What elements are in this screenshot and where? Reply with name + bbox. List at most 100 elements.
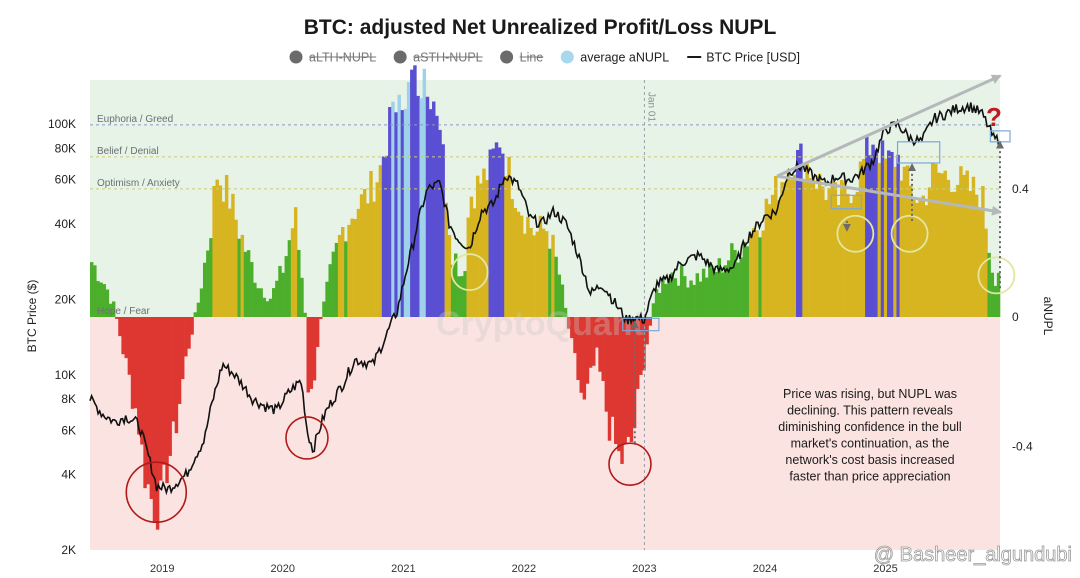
anupl-bar — [450, 264, 455, 317]
anupl-bar — [221, 201, 226, 317]
anupl-bar — [623, 317, 627, 445]
anupl-bar — [761, 230, 765, 317]
anupl-bar — [629, 317, 634, 442]
anupl-bar — [466, 217, 470, 317]
anupl-bar — [657, 292, 662, 317]
anupl-bar — [792, 174, 797, 317]
anupl-bar — [764, 198, 769, 317]
legend-item[interactable]: average aNUPL — [560, 50, 669, 65]
zone-label: Optimism / Anxiety — [97, 178, 180, 189]
anupl-bar — [758, 237, 762, 317]
anupl-bar — [366, 203, 370, 317]
anupl-bar — [607, 317, 612, 441]
anupl-bar — [877, 162, 882, 317]
anupl-bar — [651, 303, 656, 317]
anupl-bar — [218, 185, 223, 317]
anupl-bar — [978, 209, 982, 317]
anupl-bar — [748, 236, 753, 317]
anupl-bar — [416, 95, 420, 318]
anupl-bar — [488, 149, 492, 317]
jan01-label: Jan 01 — [645, 92, 656, 122]
anupl-bar — [501, 153, 505, 317]
anupl-bar — [350, 218, 354, 317]
anupl-bar — [802, 178, 806, 317]
anupl-bar — [93, 265, 97, 317]
anupl-bar — [111, 301, 116, 317]
anupl-bar — [432, 101, 436, 317]
anupl-bar — [868, 155, 872, 317]
anupl-bar — [777, 200, 781, 317]
anupl-bar — [927, 187, 932, 317]
legend-label: BTC Price [USD] — [706, 51, 800, 65]
anupl-bar — [149, 317, 154, 499]
anupl-bar — [692, 284, 696, 317]
anupl-bar — [253, 282, 257, 317]
anupl-bar — [196, 302, 201, 317]
anupl-bar — [858, 161, 863, 317]
anupl-bar — [140, 317, 144, 445]
anupl-bar — [579, 317, 583, 393]
anupl-bar — [228, 208, 232, 317]
anupl-bar — [444, 202, 449, 317]
yellow-highlight-circle — [890, 214, 929, 253]
anupl-bar — [846, 193, 850, 317]
anupl-bar — [679, 265, 684, 317]
y-right-tick: -0.4 — [1012, 439, 1033, 453]
anupl-bar — [363, 189, 367, 317]
anupl-bar — [667, 279, 671, 317]
anupl-bar — [209, 238, 213, 317]
anupl-bar — [181, 317, 185, 380]
anupl-bar — [739, 257, 743, 317]
anupl-bar — [799, 143, 803, 317]
anupl-bar — [259, 288, 263, 317]
x-tick: 2019 — [150, 563, 174, 575]
anupl-bar — [90, 262, 94, 317]
yellow-highlight-circle — [450, 253, 489, 292]
anupl-bar — [786, 169, 791, 317]
anupl-bar — [202, 262, 207, 317]
anupl-bar — [733, 250, 737, 317]
anupl-bar — [752, 228, 756, 317]
anupl-bar — [378, 165, 383, 317]
anupl-bar — [319, 317, 323, 320]
y-left-tick: 6K — [61, 423, 76, 437]
annotation-overlays: ? — [125, 74, 1016, 524]
anupl-bar — [491, 148, 496, 317]
price-highlight-box — [622, 317, 660, 332]
anupl-bar — [99, 282, 103, 317]
x-tick: 2023 — [632, 563, 656, 575]
anupl-bar — [924, 205, 929, 317]
legend-item[interactable]: aSTH-NUPL — [393, 50, 483, 65]
anupl-bar — [447, 235, 452, 317]
anupl-bar — [974, 194, 979, 317]
anupl-bar — [187, 317, 191, 349]
zone-label: Euphoria / Greed — [97, 114, 173, 125]
legend-item[interactable]: Line — [500, 50, 543, 65]
legend-item[interactable]: BTC Price [USD] — [687, 51, 800, 65]
legend-item[interactable]: aLTH-NUPL — [289, 50, 377, 65]
anupl-bar — [284, 256, 288, 317]
anupl-bar — [940, 173, 944, 317]
anupl-bars — [90, 65, 1001, 530]
question-mark: ? — [986, 102, 1002, 132]
red-highlight-circle — [125, 461, 188, 524]
anupl-bar — [654, 289, 659, 317]
anupl-bar — [262, 297, 267, 317]
anupl-bar — [818, 173, 822, 317]
anupl-bar — [905, 165, 910, 317]
anupl-bar — [745, 246, 750, 317]
anupl-bar — [689, 280, 693, 317]
anupl-bar — [582, 317, 587, 400]
anupl-bar — [482, 168, 486, 317]
anupl-bar — [165, 317, 169, 484]
anupl-bar — [278, 265, 282, 317]
anupl-bar — [174, 317, 179, 434]
anupl-bar — [554, 256, 558, 317]
anupl-bar — [535, 231, 540, 317]
anupl-bar — [237, 238, 241, 317]
anupl-bar — [510, 199, 514, 317]
x-tick: 2020 — [271, 563, 295, 575]
anupl-bar — [334, 242, 339, 317]
anupl-bar — [507, 156, 511, 317]
anupl-bar — [996, 272, 1001, 317]
